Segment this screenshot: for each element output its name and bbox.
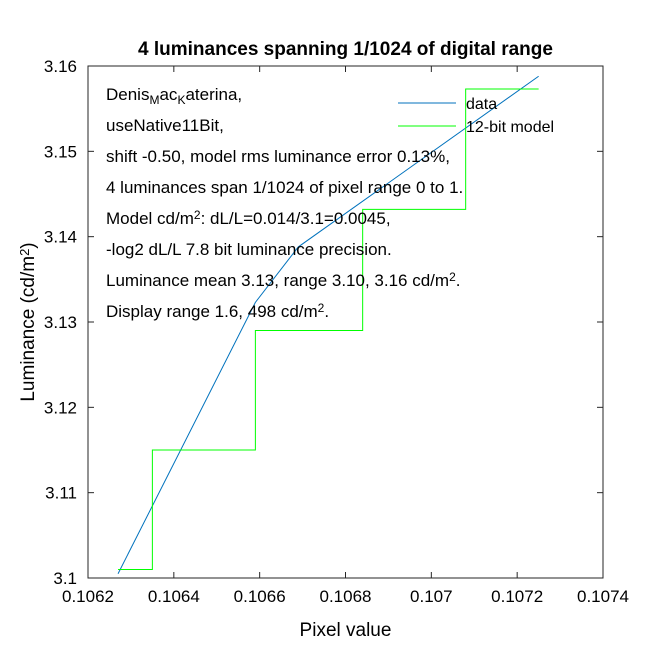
x-tick-label: 0.1062 xyxy=(62,587,114,606)
y-tick-label: 3.16 xyxy=(44,57,77,76)
x-tick-label: 0.1074 xyxy=(577,587,629,606)
legend-label-model: 12-bit model xyxy=(466,119,554,136)
y-tick-label: 3.11 xyxy=(45,484,77,503)
x-tick-label: 0.1072 xyxy=(491,587,543,606)
y-tick-label: 3.14 xyxy=(44,228,77,247)
annotation-line: DenisMacKaterina, xyxy=(106,85,242,107)
x-tick-label: 0.1064 xyxy=(148,587,200,606)
annotation-line: useNative11Bit, xyxy=(106,116,224,135)
series-layer xyxy=(117,75,539,574)
legend: data 12-bit model xyxy=(398,96,554,136)
annotation-line: Display range 1.6, 498 cd/m2. xyxy=(106,301,329,321)
y-tick-label: 3.1 xyxy=(53,569,77,588)
annotation-line: -log2 dL/L 7.8 bit luminance precision. xyxy=(106,240,392,259)
y-axis-label: Luminance (cd/m2) xyxy=(17,242,39,401)
legend-label-data: data xyxy=(466,96,497,113)
data-series-line xyxy=(117,75,539,574)
annotation-line: Luminance mean 3.13, range 3.10, 3.16 cd… xyxy=(106,270,460,290)
x-tick-label: 0.107 xyxy=(410,587,453,606)
x-tick-label: 0.1068 xyxy=(320,587,372,606)
annotation-line: shift -0.50, model rms luminance error 0… xyxy=(106,147,450,166)
chart-title: 4 luminances spanning 1/1024 of digital … xyxy=(138,39,553,60)
annotation-line: Model cd/m2: dL/L=0.014/3.1=0.0045, xyxy=(106,208,391,228)
tick-layer: 0.1062 0.1064 0.1066 0.1068 0.107 0.1072 0.107… xyxy=(44,57,629,606)
plot-area xyxy=(88,66,603,578)
x-tick-label: 0.1066 xyxy=(234,587,286,606)
y-tick-label: 3.13 xyxy=(44,313,77,332)
y-tick-label: 3.12 xyxy=(44,398,77,417)
annotation-line: 4 luminances span 1/1024 of pixel range … xyxy=(106,178,463,197)
model-series-line xyxy=(118,88,539,570)
y-tick-label: 3.15 xyxy=(44,142,77,161)
annotation-block: DenisMacKaterina, useNative11Bit, shift -0… xyxy=(106,85,463,321)
x-axis-label: Pixel value xyxy=(300,620,392,641)
